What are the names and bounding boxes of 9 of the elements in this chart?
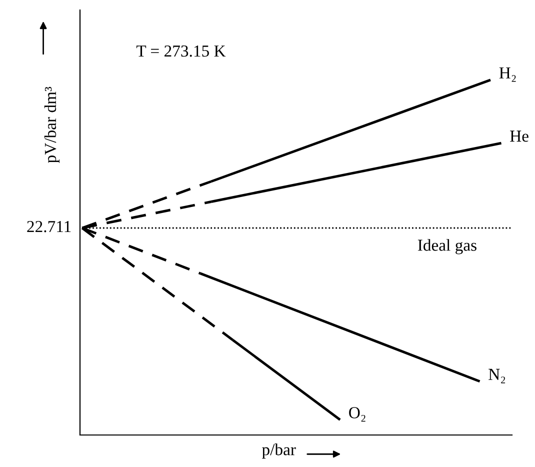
- series-label: Ideal gas: [418, 239, 476, 254]
- text: 22.711: [27, 220, 71, 232]
- series-label: N₂: [488, 368, 506, 384]
- text: T = 273.15 K: [136, 45, 226, 57]
- y-axis-title: pV/bar dm³: [44, 86, 60, 163]
- series-label: He: [510, 130, 528, 142]
- series-label: O₂: [349, 407, 366, 422]
- series-label: H₂: [499, 67, 516, 82]
- x-axis-title: p/bar: [262, 444, 296, 459]
